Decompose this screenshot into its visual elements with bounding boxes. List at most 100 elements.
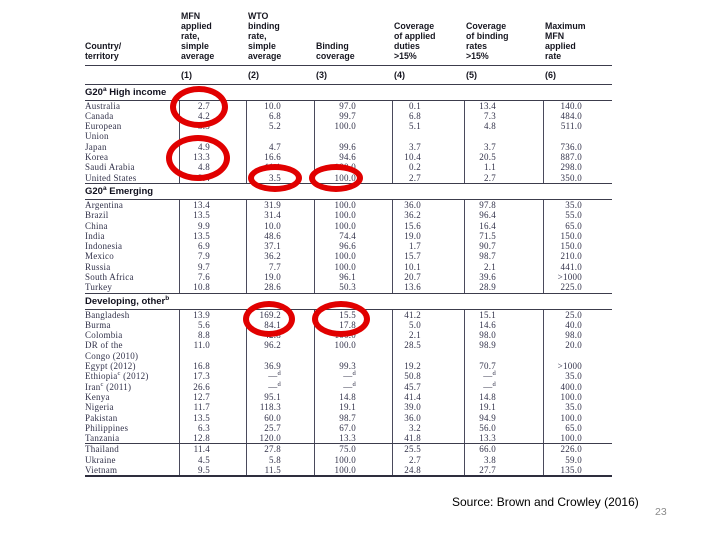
- table-row: Russia 9.7 7.7 100.0 10.1 2.1 441.0: [85, 261, 612, 272]
- value-cell: 2.7: [392, 454, 464, 466]
- value-cell: 26.6: [179, 381, 246, 392]
- value-cell: >1000: [543, 361, 612, 372]
- value-cell: 14.8: [314, 391, 392, 403]
- value-cell: 19.0: [392, 230, 464, 242]
- value-cell: 98.9: [464, 340, 543, 362]
- table-row: Ukraine 4.5 5.8 100.0 2.7 3.8 59.0: [85, 454, 612, 466]
- value-cell: 70.7: [464, 361, 543, 372]
- value-cell: 42.8: [246, 330, 314, 341]
- value-cell: 16.6: [246, 152, 314, 163]
- value-cell: 98.0: [464, 330, 543, 341]
- table-row: Burma 5.6 84.1 17.8 5.0 14.6 40.0: [85, 319, 612, 331]
- column-header: MFN applied rate, simple average: [181, 11, 215, 61]
- value-cell: 5.8: [246, 454, 314, 466]
- value-cell: 19.0: [246, 271, 314, 283]
- value-cell: 1.1: [464, 162, 543, 173]
- value-cell: 120.0: [246, 433, 314, 444]
- value-cell: 150.0: [543, 241, 612, 252]
- value-cell: —d: [246, 371, 314, 382]
- value-cell: 6.9: [179, 241, 246, 252]
- value-cell: 11.0: [179, 340, 246, 362]
- country-cell: Burma: [85, 319, 111, 330]
- country-cell: Japan: [85, 141, 107, 152]
- value-cell: 16.4: [464, 220, 543, 231]
- value-cell: 20.7: [392, 271, 464, 283]
- value-cell: 13.3: [179, 152, 246, 163]
- value-cell: 27.8: [246, 444, 314, 455]
- table-row: Canada 4.2 6.8 99.7 6.8 7.3 484.0: [85, 110, 612, 122]
- table-row: Philippines 6.3 25.7 67.0 3.2 56.0 65.0: [85, 422, 612, 434]
- value-cell: 7.9: [179, 251, 246, 262]
- country-cell: Pakistan: [85, 412, 118, 423]
- value-cell: 100.0: [314, 454, 392, 466]
- value-cell: 96.4: [464, 210, 543, 221]
- table-row: European Union 5.5 5.2 100.0 5.1 4.8 511.0: [85, 121, 612, 142]
- value-cell: 41.4: [392, 391, 464, 403]
- value-cell: 96.1: [314, 271, 392, 283]
- value-cell: 3.2: [392, 422, 464, 434]
- value-cell: 10.1: [392, 261, 464, 272]
- table-row: Vietnam 9.5 11.5 100.0 24.8 27.7 135.0: [85, 465, 612, 476]
- table-row: Pakistan 13.5 60.0 98.7 36.0 94.9 100.0: [85, 412, 612, 423]
- value-cell: 60.0: [246, 412, 314, 423]
- value-cell: 4.2: [179, 110, 246, 122]
- column-number: [85, 66, 179, 84]
- value-cell: 11.5: [246, 465, 314, 476]
- table-row: Argentina 13.4 31.9 100.0 36.0 97.8 35.0: [85, 199, 612, 211]
- value-cell: 39.6: [464, 271, 543, 283]
- value-cell: 100.0: [314, 172, 392, 183]
- table-row: Iranc (2011) 26.6 —d —d 45.7 —d 400.0: [85, 381, 612, 392]
- section-header: Developing, otherb: [85, 292, 612, 310]
- country-cell: Saudi Arabia: [85, 162, 135, 173]
- country-cell: Canada: [85, 110, 114, 121]
- country-cell: Colombia: [85, 330, 123, 341]
- value-cell: 2.1: [464, 261, 543, 272]
- country-cell: United States: [85, 172, 137, 183]
- value-cell: 28.6: [246, 282, 314, 293]
- value-cell: 15.7: [392, 251, 464, 262]
- table-row: Ethiopiac (2012) 17.3 —d —d 50.8 —d 35.0: [85, 371, 612, 382]
- country-cell: DR of the Congo (2010): [85, 340, 139, 361]
- value-cell: 8.8: [179, 330, 246, 341]
- value-cell: 135.0: [543, 465, 612, 476]
- country-cell: Turkey: [85, 282, 113, 293]
- country-cell: Korea: [85, 152, 109, 163]
- value-cell: 14.6: [464, 319, 543, 331]
- column-number: (5): [466, 69, 477, 80]
- value-cell: 100.0: [314, 251, 392, 262]
- table-row: DR of the Congo (2010) 11.0 96.2 100.0 28.5 9…: [85, 340, 612, 362]
- value-cell: 36.2: [392, 210, 464, 221]
- value-cell: 97.0: [314, 100, 392, 111]
- value-cell: 95.1: [246, 391, 314, 403]
- value-cell: 4.8: [464, 121, 543, 142]
- value-cell: 3.4: [179, 172, 246, 183]
- value-cell: 98.0: [543, 330, 612, 341]
- column-number: (3): [316, 69, 327, 80]
- table-row: Japan 4.9 4.7 99.6 3.7 3.7 736.0: [85, 141, 612, 153]
- value-cell: 736.0: [543, 141, 612, 153]
- value-cell: 71.5: [464, 230, 543, 242]
- value-cell: 6.3: [179, 422, 246, 434]
- value-cell: 10.8: [179, 282, 246, 293]
- value-cell: 17.3: [179, 371, 246, 382]
- value-cell: 210.0: [543, 251, 612, 262]
- value-cell: 65.0: [543, 422, 612, 434]
- value-cell: 350.0: [543, 172, 612, 183]
- value-cell: 94.6: [314, 152, 392, 163]
- value-cell: 98.7: [464, 251, 543, 262]
- value-cell: 100.0: [314, 210, 392, 221]
- country-cell: Philippines: [85, 422, 129, 433]
- value-cell: 12.8: [179, 433, 246, 444]
- value-cell: —d: [246, 381, 314, 392]
- value-cell: 2.7: [179, 100, 246, 111]
- value-cell: 45.7: [392, 381, 464, 392]
- value-cell: 13.5: [179, 412, 246, 423]
- value-cell: 100.0: [314, 121, 392, 142]
- value-cell: 887.0: [543, 152, 612, 163]
- column-number-row: (1) (2) (3) (4) (5) (6): [85, 66, 612, 85]
- value-cell: 13.9: [179, 309, 246, 320]
- value-cell: 4.9: [179, 141, 246, 153]
- value-cell: 11.7: [179, 402, 246, 413]
- value-cell: 90.7: [464, 241, 543, 252]
